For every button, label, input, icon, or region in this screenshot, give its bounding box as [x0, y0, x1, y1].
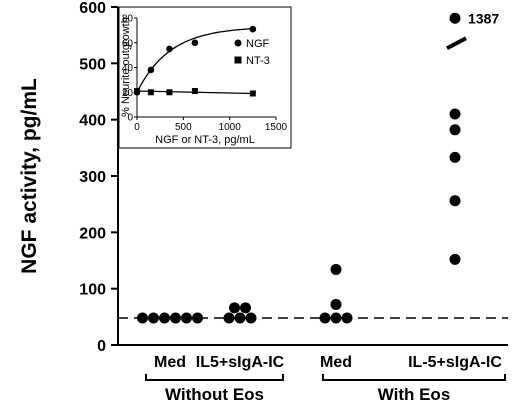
y-tick-label: 400 [79, 113, 106, 130]
data-point [449, 253, 461, 265]
data-point [330, 264, 342, 276]
data-point [170, 312, 181, 324]
data-point [234, 312, 246, 324]
inset-point [249, 90, 256, 97]
legend-label: NT-3 [246, 55, 270, 67]
inset-series-line [136, 27, 253, 93]
data-point [319, 312, 331, 324]
inset-series [133, 25, 257, 97]
inset-y-tick-label: 60 [122, 38, 134, 49]
data-point [449, 12, 461, 24]
axis-break-label: 1387 [468, 10, 499, 26]
data-point [148, 312, 159, 324]
y-axis-title: NGF activity, pg/mL [18, 78, 41, 274]
group-bracket [145, 374, 284, 381]
inset-x-tick-label: 0 [134, 122, 140, 133]
data-point [449, 108, 461, 120]
data-point [240, 302, 251, 314]
y-tick-label: 100 [79, 282, 106, 299]
inset-point [147, 66, 155, 74]
legend-marker [234, 39, 242, 47]
legend-marker [234, 56, 242, 64]
inset-point [191, 39, 199, 47]
y-tick-label: 0 [97, 338, 106, 355]
inset-legend: NGF NT-3 [234, 38, 270, 67]
inset-x-tick-label: 1500 [265, 122, 288, 133]
data-point [181, 312, 192, 324]
inset-y-title: % Neurite outgrowth [120, 17, 132, 117]
inset-y-tick-label: 80 [122, 14, 134, 25]
data-point [223, 312, 235, 324]
data-point [449, 124, 461, 136]
data-point [137, 312, 148, 324]
inset-frame [118, 6, 292, 149]
group-brackets: Without Eos With Eos [145, 374, 506, 404]
category-label: Med [154, 354, 186, 371]
data-point [449, 195, 461, 207]
data-points [137, 12, 461, 324]
data-point [330, 312, 342, 324]
data-point [159, 312, 170, 324]
category-labels: Med IL5+sIgA-IC Med IL-5+sIgA-IC [154, 354, 502, 371]
data-point [229, 302, 240, 314]
data-point [449, 151, 461, 163]
y-tick-label: 300 [79, 169, 106, 186]
data-point [245, 312, 257, 324]
data-point [192, 312, 203, 324]
data-point [330, 298, 342, 310]
axis-break-mark [446, 36, 467, 51]
category-label: IL5+sIgA-IC [196, 354, 285, 371]
inset-y-tick-label: 20 [122, 88, 134, 99]
inset-point [191, 88, 198, 95]
inset-chart: 0 500 1000 1500 0 20 40 60 80 % Neurite outgrowt… [118, 6, 292, 149]
inset-point [166, 45, 173, 53]
y-axis-ticks: 0 100 200 300 400 500 600 [79, 0, 118, 355]
y-tick-label: 200 [79, 225, 106, 242]
category-label: Med [320, 354, 352, 371]
group-label: Without Eos [165, 385, 264, 404]
inset-point [134, 88, 140, 95]
inset-point [147, 89, 154, 96]
legend-label: NGF [246, 38, 270, 50]
group-bracket [322, 374, 506, 381]
y-tick-label: 600 [79, 0, 106, 17]
inset-y-tick-label: 0 [127, 113, 133, 124]
inset-point [166, 89, 173, 96]
group-label: With Eos [378, 385, 451, 404]
inset-x-tick-label: 500 [175, 122, 192, 133]
inset-y-tick-label: 40 [122, 63, 134, 74]
y-tick-label: 500 [79, 56, 106, 73]
category-label: IL-5+sIgA-IC [408, 354, 502, 371]
inset-x-title: NGF or NT-3, pg/mL [155, 134, 255, 146]
data-point [341, 312, 353, 324]
inset-x-tick-label: 1000 [219, 122, 242, 133]
inset-point [249, 25, 257, 33]
